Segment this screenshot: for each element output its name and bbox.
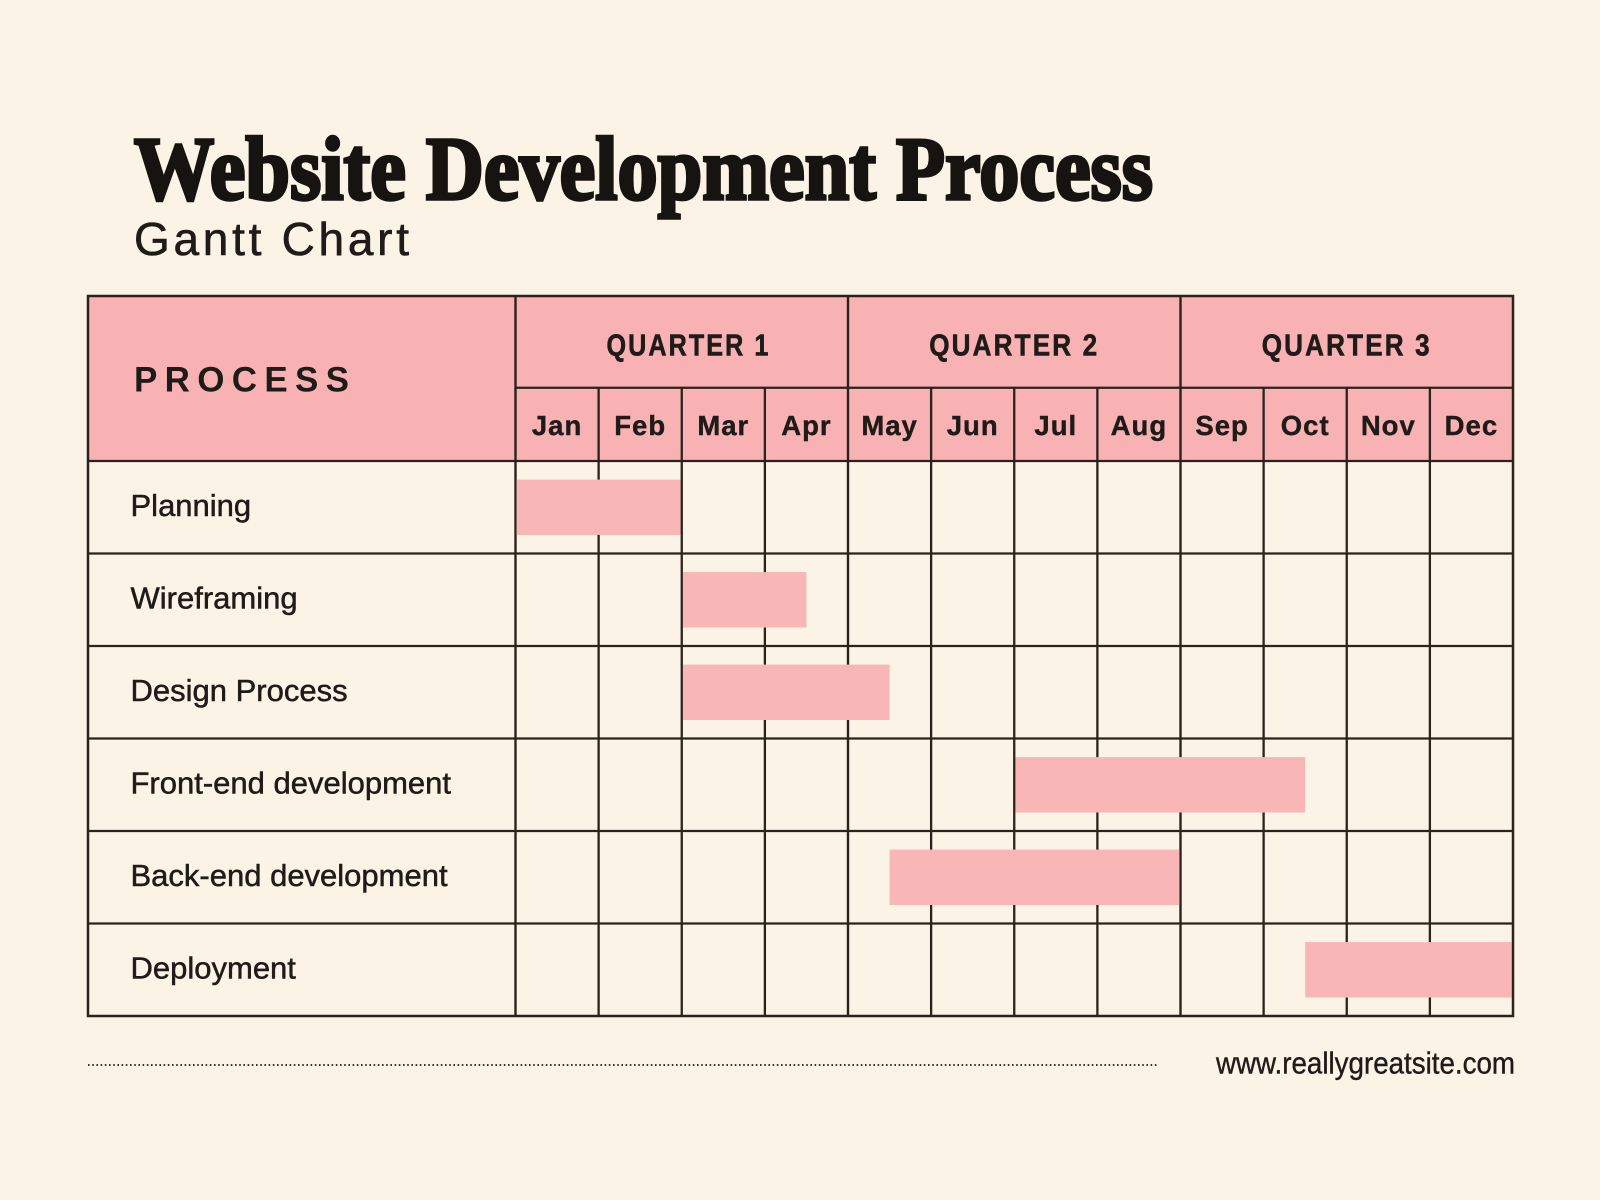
svg-text:Sep: Sep xyxy=(1195,410,1248,441)
svg-text:QUARTER 3: QUARTER 3 xyxy=(1262,328,1432,362)
svg-text:Nov: Nov xyxy=(1361,410,1416,441)
svg-text:Jun: Jun xyxy=(947,410,999,441)
svg-text:Back-end development: Back-end development xyxy=(131,858,448,893)
svg-text:Design Process: Design Process xyxy=(131,673,348,708)
svg-text:Jan: Jan xyxy=(532,410,582,441)
svg-text:Dec: Dec xyxy=(1445,410,1498,441)
svg-text:QUARTER 1: QUARTER 1 xyxy=(607,328,771,362)
svg-text:Deployment: Deployment xyxy=(131,950,297,985)
svg-text:Mar: Mar xyxy=(697,410,749,441)
svg-text:Apr: Apr xyxy=(781,410,831,441)
svg-text:QUARTER 2: QUARTER 2 xyxy=(929,328,1099,362)
svg-text:Front-end development: Front-end development xyxy=(131,765,452,800)
svg-text:Planning: Planning xyxy=(131,488,252,523)
svg-text:PROCESS: PROCESS xyxy=(134,361,349,400)
svg-text:Wireframing: Wireframing xyxy=(131,580,298,615)
svg-text:Feb: Feb xyxy=(614,410,666,441)
svg-text:Aug: Aug xyxy=(1111,410,1167,441)
svg-text:www.reallygreatsite.com: www.reallygreatsite.com xyxy=(1215,1046,1515,1081)
svg-text:May: May xyxy=(861,410,918,441)
svg-text:Jul: Jul xyxy=(1034,410,1077,441)
svg-text:Oct: Oct xyxy=(1281,410,1330,441)
svg-text:Website Development Process: Website Development Process xyxy=(134,120,1153,219)
svg-text:Gantt Chart: Gantt Chart xyxy=(134,213,409,265)
